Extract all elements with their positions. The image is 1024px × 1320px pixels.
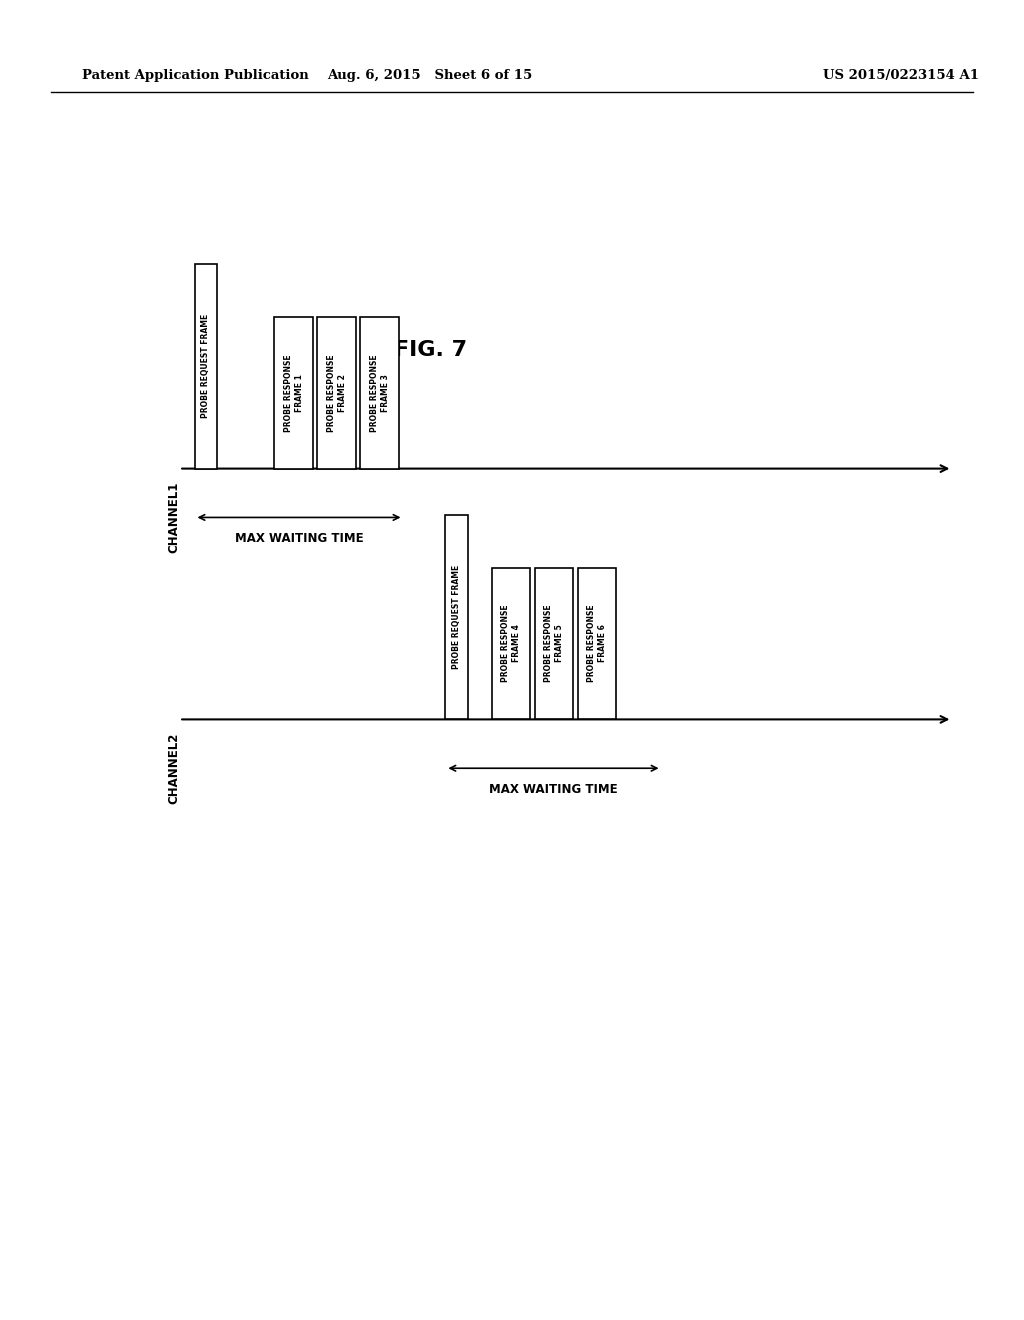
Text: PROBE REQUEST FRAME: PROBE REQUEST FRAME bbox=[202, 314, 210, 418]
Bar bbox=[492, 568, 530, 719]
Bar bbox=[317, 317, 356, 469]
Text: PROBE RESPONSE
FRAME 5: PROBE RESPONSE FRAME 5 bbox=[545, 605, 563, 682]
Bar bbox=[274, 317, 313, 469]
Text: CHANNEL1: CHANNEL1 bbox=[168, 482, 180, 553]
Bar bbox=[445, 515, 468, 719]
Bar bbox=[578, 568, 616, 719]
Text: FIG. 7: FIG. 7 bbox=[393, 339, 467, 360]
Text: PROBE RESPONSE
FRAME 1: PROBE RESPONSE FRAME 1 bbox=[285, 354, 303, 432]
Text: MAX WAITING TIME: MAX WAITING TIME bbox=[234, 532, 364, 545]
Text: Patent Application Publication: Patent Application Publication bbox=[82, 69, 308, 82]
Text: PROBE RESPONSE
FRAME 3: PROBE RESPONSE FRAME 3 bbox=[371, 354, 389, 432]
Bar bbox=[360, 317, 399, 469]
Bar bbox=[195, 264, 217, 469]
Text: Aug. 6, 2015   Sheet 6 of 15: Aug. 6, 2015 Sheet 6 of 15 bbox=[328, 69, 532, 82]
Text: PROBE RESPONSE
FRAME 4: PROBE RESPONSE FRAME 4 bbox=[502, 605, 520, 682]
Text: PROBE REQUEST FRAME: PROBE REQUEST FRAME bbox=[453, 565, 461, 669]
Text: MAX WAITING TIME: MAX WAITING TIME bbox=[488, 783, 617, 796]
Text: US 2015/0223154 A1: US 2015/0223154 A1 bbox=[823, 69, 979, 82]
Text: PROBE RESPONSE
FRAME 6: PROBE RESPONSE FRAME 6 bbox=[588, 605, 606, 682]
Bar bbox=[535, 568, 573, 719]
Text: CHANNEL2: CHANNEL2 bbox=[168, 733, 180, 804]
Text: PROBE RESPONSE
FRAME 2: PROBE RESPONSE FRAME 2 bbox=[328, 354, 346, 432]
